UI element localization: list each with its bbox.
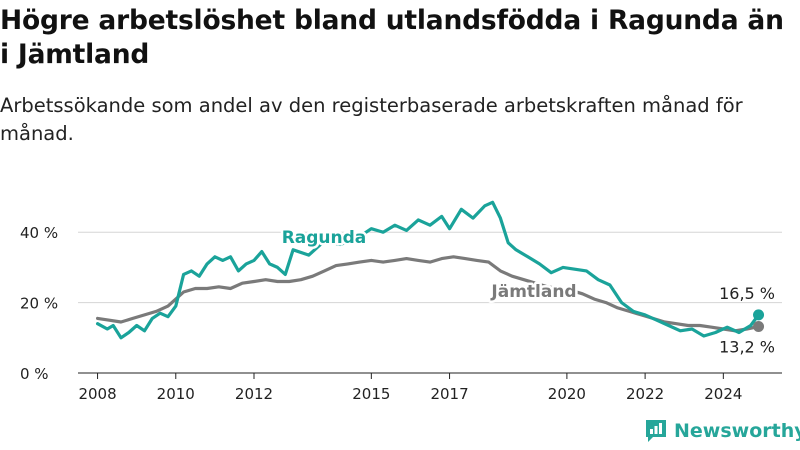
series-label-jamtland: Jämtland	[490, 282, 576, 302]
end-point-ragunda	[753, 309, 765, 321]
x-tick-label: 2015	[352, 385, 390, 403]
end-label-ragunda: 16,5 %	[719, 284, 775, 303]
y-tick-label: 0 %	[20, 365, 49, 383]
chart-title: Högre arbetslöshet bland utlandsfödda i …	[0, 5, 784, 70]
newsworthy-logo-icon	[646, 420, 666, 442]
x-tick-label: 2017	[430, 385, 468, 403]
end-label-jamtland: 13,2 %	[719, 338, 775, 357]
series-line-ragunda	[96, 200, 761, 340]
x-tick-label: 2012	[235, 385, 273, 403]
y-tick-label: 40 %	[20, 224, 58, 242]
x-tick-label: 2008	[78, 385, 116, 403]
series-label-ragunda: Ragunda	[282, 228, 367, 248]
x-tick-label: 2022	[626, 385, 664, 403]
chart-subtitle: Arbetssökande som andel av den registerb…	[0, 94, 743, 145]
x-tick-label: 2010	[157, 385, 195, 403]
x-tick-label: 2020	[548, 385, 586, 403]
y-tick-label: 20 %	[20, 295, 58, 313]
end-point-jamtland	[753, 321, 765, 333]
brand-name: Newsworthy	[674, 420, 800, 442]
brand: Newsworthy	[644, 418, 800, 444]
x-tick-label: 2024	[704, 385, 742, 403]
